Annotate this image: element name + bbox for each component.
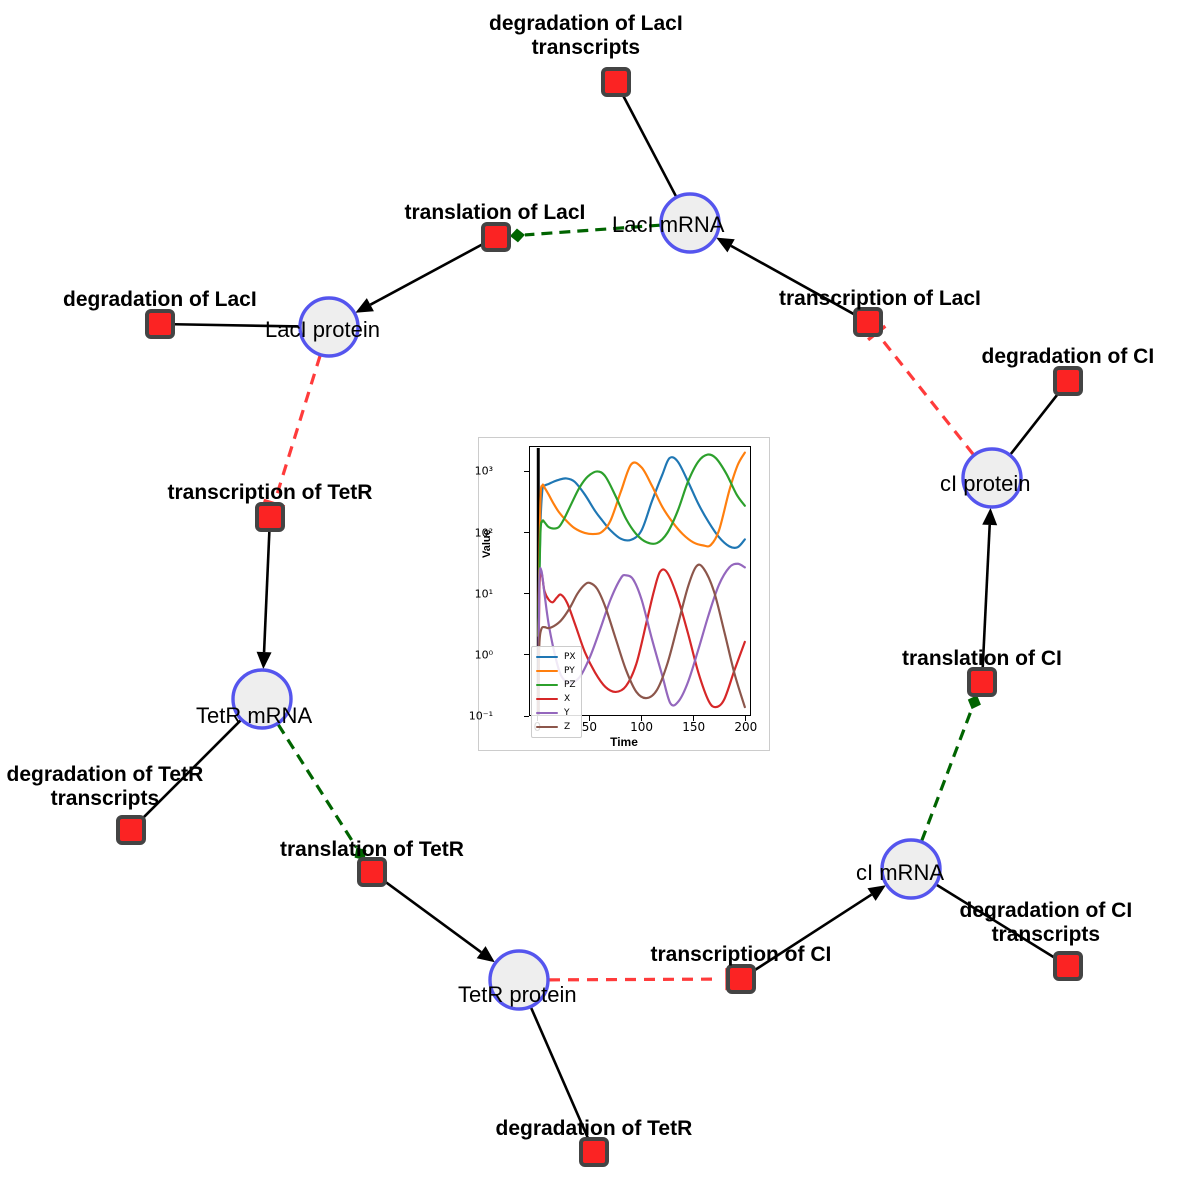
reaction-label-transcription_laci: transcription of LacI	[779, 287, 981, 310]
species-label-laci_mrna: LacI mRNA	[612, 212, 725, 237]
reaction-node-deg_tetr_transcripts[interactable]	[116, 815, 146, 845]
reaction-node-transcription_tetr[interactable]	[255, 502, 285, 532]
plot-curves	[536, 448, 746, 715]
species-label-ci_mrna: cI mRNA	[856, 860, 944, 885]
species-node-ci_mrna[interactable]	[880, 838, 942, 900]
species-label-tetr_protein: TetR protein	[458, 982, 577, 1007]
plot-series-PX	[537, 456, 746, 638]
reaction-label-translation_ci: translation of CI	[902, 647, 1062, 670]
plot-x-axis-label: Time	[610, 735, 638, 749]
reaction-label-translation_laci: translation of LacI	[404, 201, 586, 224]
edge-tetr_protein-to-deg_tetr	[529, 1006, 590, 1140]
plot-legend-swatch-Z	[536, 725, 558, 729]
species-node-laci_protein[interactable]	[298, 296, 360, 358]
edge-transcription_laci-to-laci_mrna	[716, 237, 857, 317]
reaction-label-transcription_tetr: transcription of TetR	[167, 481, 373, 504]
plot-ytickmark-3	[524, 654, 529, 656]
plot-xtick-3: 150	[682, 720, 706, 734]
species-node-ci_protein[interactable]	[961, 447, 1023, 509]
plot-legend-swatch-Y	[536, 711, 558, 715]
edge-laci_mrna-to-deg_laci_transcripts	[621, 93, 678, 198]
edge-tetr_mrna-to-deg_tetr_transcripts	[139, 719, 242, 822]
reaction-node-deg_laci[interactable]	[145, 309, 175, 339]
reaction-node-translation_laci[interactable]	[481, 222, 511, 252]
plot-xtickmark-1	[588, 716, 590, 721]
plot-ytick-0: 10³	[474, 464, 493, 478]
edge-ci_protein-to-deg_ci	[1009, 391, 1061, 456]
plot-series-X	[537, 568, 746, 712]
plot-legend-swatch-PZ	[536, 683, 558, 687]
plot-legend-item-X: X	[536, 692, 576, 706]
edge-ci_protein-to-transcription_laci	[867, 324, 975, 456]
plot-series-Y	[537, 562, 746, 712]
reaction-label-deg_ci_transcripts: degradation of CI transcripts	[959, 899, 1133, 946]
reaction-node-translation_tetr[interactable]	[357, 857, 387, 887]
edge-translation_laci-to-laci_protein	[355, 242, 485, 313]
plot-xtickmark-3	[693, 716, 695, 721]
plot-legend-item-Y: Y	[536, 706, 576, 720]
plot-legend-label-Y: Y	[564, 707, 570, 718]
edge-laci_protein-to-deg_laci	[173, 322, 300, 328]
plot-legend-swatch-X	[536, 697, 558, 701]
reaction-node-deg_ci[interactable]	[1053, 366, 1083, 396]
reaction-node-translation_ci[interactable]	[967, 667, 997, 697]
reaction-label-deg_ci: degradation of CI	[981, 345, 1155, 368]
reaction-label-deg_laci_transcripts: degradation of LacI transcripts	[489, 12, 683, 59]
plot-series-PZ	[537, 453, 746, 638]
edge-ci_mrna-to-deg_ci_transcripts	[935, 883, 1057, 960]
reaction-node-transcription_laci[interactable]	[853, 307, 883, 337]
reaction-node-deg_ci_transcripts[interactable]	[1053, 951, 1083, 981]
plot-ytick-2: 10¹	[474, 587, 493, 601]
plot-ytickmark-0	[524, 470, 529, 472]
plot-legend-label-PX: PX	[564, 651, 576, 662]
plot-legend-item-PZ: PZ	[536, 678, 576, 692]
reaction-node-deg_laci_transcripts[interactable]	[601, 67, 631, 97]
reaction-node-transcription_ci[interactable]	[726, 964, 756, 994]
edge-transcription_ci-to-ci_mrna	[752, 885, 886, 973]
reaction-node-deg_tetr[interactable]	[579, 1137, 609, 1167]
plot-series-PY	[537, 451, 746, 638]
plot-xtick-1: 50	[581, 720, 598, 734]
species-label-laci_protein: LacI protein	[265, 317, 380, 342]
plot-legend-swatch-PX	[536, 655, 558, 659]
plot-ytick-4: 10⁻¹	[468, 709, 493, 723]
plot-ytickmark-4	[524, 715, 529, 717]
plot-ytick-3: 10⁰	[474, 648, 493, 662]
plot-xtickmark-2	[641, 716, 643, 721]
plot-series-Z	[537, 563, 746, 712]
plot-legend-label-Z: Z	[564, 721, 571, 732]
plot-legend-item-PY: PY	[536, 664, 576, 678]
plot-xtick-2: 100	[630, 720, 654, 734]
plot-legend-label-X: X	[564, 693, 571, 704]
edge-translation_tetr-to-tetr_protein	[382, 879, 495, 963]
reaction-label-deg_tetr: degradation of TetR	[495, 1117, 693, 1140]
plot-ytickmark-1	[524, 532, 529, 534]
plot-legend-label-PY: PY	[564, 665, 575, 676]
plot-legend-label-PZ: PZ	[564, 679, 576, 690]
reaction-label-translation_tetr: translation of TetR	[280, 838, 464, 861]
plot-legend-item-Z: Z	[536, 720, 576, 734]
plot-xtickmark-4	[745, 716, 747, 721]
plot-legend-item-PX: PX	[536, 650, 576, 664]
species-node-tetr_mrna[interactable]	[231, 668, 293, 730]
reaction-label-deg_tetr_transcripts: degradation of TetR transcripts	[6, 763, 204, 810]
species-label-ci_protein: cI protein	[940, 471, 1031, 496]
plot-ytick-1: 10²	[474, 526, 493, 540]
edge-ci_mrna-to-translation_ci	[920, 695, 981, 842]
reaction-label-transcription_ci: transcription of CI	[650, 943, 832, 966]
reaction-label-deg_laci: degradation of LacI	[63, 288, 257, 311]
plot-ytickmark-2	[524, 593, 529, 595]
species-label-tetr_mrna: TetR mRNA	[196, 703, 313, 728]
species-node-tetr_protein[interactable]	[488, 949, 550, 1011]
species-node-laci_mrna[interactable]	[659, 192, 721, 254]
edge-transcription_tetr-to-tetr_mrna	[256, 530, 272, 670]
plot-legend-swatch-PY	[536, 669, 558, 673]
edge-translation_ci-to-ci_protein	[981, 507, 998, 669]
plot-legend: PX PY PZ X Y Z	[531, 646, 582, 738]
plot-xtick-4: 200	[734, 720, 758, 734]
edge-laci_mrna-to-translation_laci	[509, 223, 661, 243]
